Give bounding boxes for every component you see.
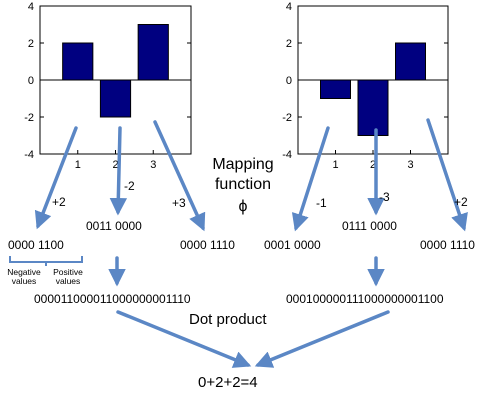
right-chart-bar-2 <box>357 79 389 136</box>
left-chart-xtick-label: 1 <box>75 159 81 171</box>
dot-product-label: Dot product <box>189 311 267 328</box>
left-arrow-3 <box>153 120 206 232</box>
mapping-label-line-1: Mapping <box>212 156 274 173</box>
left-bar-chart: -4 -2 0 2 4 1 2 3 <box>24 1 192 171</box>
mapping-label-line-2: function <box>214 176 272 193</box>
right-arrow-label-3: +2 <box>454 195 468 209</box>
arrows <box>34 118 468 368</box>
left-arrow-label-1: +2 <box>52 195 66 209</box>
right-chart-ytick-label: 2 <box>286 38 292 50</box>
left-chart-ytick-label: 4 <box>28 1 34 13</box>
left-code-3: 0000 1110 <box>180 238 235 252</box>
mapping-label-phi: ϕ <box>238 198 248 215</box>
right-bar-chart: -4 -2 0 2 4 1 2 3 <box>282 1 449 171</box>
right-arrow-label-1: -1 <box>316 196 327 210</box>
left-chart-xtick-label: 3 <box>150 159 156 171</box>
left-code-2: 0011 0000 <box>86 219 142 233</box>
positive-values-label: Positive values <box>53 267 83 286</box>
right-code-1: 0001 0000 <box>264 238 321 252</box>
left-chart-xtick-label: 2 <box>112 159 118 171</box>
left-chart-bar-1 <box>62 42 94 81</box>
left-arrow-label-3: +3 <box>172 196 186 210</box>
right-chart-bar-1 <box>320 79 351 99</box>
left-chart-ytick-label: -2 <box>24 112 34 124</box>
left-chart-bar-3 <box>137 24 169 81</box>
bracket-line <box>9 256 83 266</box>
right-chart-ytick-label: 4 <box>286 1 292 13</box>
left-chart-ytick-label: 0 <box>28 75 34 87</box>
right-code-3: 0000 1110 <box>420 238 475 252</box>
left-concatenated-code: 000011000011000000001110 <box>34 292 191 306</box>
left-chart-bar-2 <box>99 79 132 118</box>
left-arrow-label-2: -2 <box>124 179 135 193</box>
right-code-2: 0111 0000 <box>342 219 397 233</box>
dot-right-arrow <box>254 310 390 368</box>
right-arrow-1 <box>291 126 330 232</box>
mapping-label: Mapping function ϕ <box>203 157 283 215</box>
right-chart-ytick-label: -4 <box>282 149 292 161</box>
left-chart-ytick-label: -4 <box>24 149 34 161</box>
left-chart-ytick-label: 2 <box>28 38 34 50</box>
right-arrow-3 <box>426 118 468 232</box>
right-chart-xtick-label: 2 <box>370 159 376 171</box>
dot-left-arrow <box>116 310 252 368</box>
right-arrow-label-2: -3 <box>379 190 390 204</box>
right-chart-xtick-label: 3 <box>407 159 413 171</box>
left-code-1: 0000 1100 <box>8 238 64 252</box>
right-chart-ytick-label: -2 <box>282 112 292 124</box>
right-chart-xtick-label: 1 <box>332 159 338 171</box>
left-arrow-2 <box>109 126 128 216</box>
right-chart-bar-3 <box>395 42 426 81</box>
right-concatenated-code: 000100000111000000001100 <box>286 292 444 306</box>
left-arrow-1 <box>34 126 78 230</box>
negative-positive-bracket <box>9 256 83 266</box>
negative-values-label: Negative values <box>7 267 41 286</box>
right-chart-ytick-label: 0 <box>286 75 292 87</box>
result-equation: 0+2+2=4 <box>198 374 258 391</box>
